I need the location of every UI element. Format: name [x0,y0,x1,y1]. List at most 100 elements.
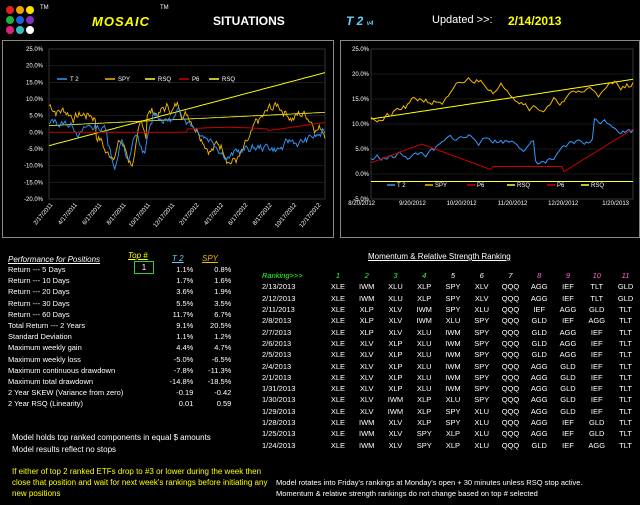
ranking-note-2: Momentum & relative strength rankings do… [276,489,538,498]
ranking-etf: XLP [417,395,432,405]
ranking-etf: AGG [559,305,577,315]
ranking-etf: XLU [416,327,432,337]
metric-t2-value: 3.6% [176,287,194,297]
ranking-row: 2/8/2013 XLE XLP XLV IWM XLU SPY QQQ GLD IEF AGG TL… [262,315,640,326]
ranking-etf: TLT [619,305,632,315]
ranking-row: 2/11/2013 XLE XLP XLV IWM SPY XLU QQQ IEF AGG GLD T… [262,304,640,315]
ranking-etf: XLV [359,350,374,360]
performance-row: Return --- 60 Days 11.7% 6.7% [8,309,231,320]
ranking-etf: XLE [330,293,346,303]
rank-header: 8 [537,271,542,281]
ranking-date: 1/30/2013 [262,395,296,405]
metric-label: Standard Deviation [8,332,72,342]
top-number-input[interactable]: 1 [134,261,154,274]
metric-label: Maximum weekly gain [8,343,82,353]
legend-label: T 2 [70,77,79,83]
performance-row: Return --- 30 Days 5.5% 3.5% [8,298,231,309]
ranking-etf: TLT [619,440,632,450]
ranking-etf: XLE [330,406,346,416]
ranking-etf: XLE [330,282,346,292]
ranking-etf: XLE [330,305,346,315]
ranking-row: 1/29/2013 XLE XLV IWM XLP SPY XLU QQQ AGG GLD IEF T… [262,406,640,417]
metric-spy-value: -11.3% [208,365,232,375]
ranking-date: 1/29/2013 [262,406,296,416]
ranking-etf: AGG [588,440,606,450]
metric-label: 2 Year SKEW (Variance from zero) [8,388,124,398]
ranking-etf: AGG [530,395,548,405]
ranking-etf: AGG [559,338,577,348]
ranking-etf: XLU [416,338,432,348]
ranking-etf: XLV [388,429,403,439]
x-tick-label: 8/20/2012 [348,201,375,207]
ranking-etf: XLE [330,372,346,382]
ranking-etf: IWM [387,395,404,405]
ranking-etf: XLP [359,316,374,326]
ranking-date: 2/12/2013 [262,293,296,303]
metric-spy-value: -0.42 [214,388,232,398]
ranking-etf: XLE [330,361,346,371]
x-tick-label: 12/17/2012 [299,202,323,229]
metric-t2-value: 4.4% [176,343,194,353]
ranking-etf: TLT [619,406,632,416]
series-t2 [48,107,326,171]
performance-row: Maximum weekly loss -5.0% -6.5% [8,354,231,365]
ranking-row: 1/24/2013 XLE IWM XLV SPY XLP XLU QQQ GLD IEF AGG T… [262,439,640,450]
ranking-etf: SPY [445,305,461,315]
ranking-row: 1/30/2013 XLE XLV IWM XLP XLU SPY QQQ AGG GLD IEF T… [262,394,640,405]
series-t2 [370,117,634,165]
ranking-etf: GLD [589,418,605,427]
legend-label: P6 [192,77,200,83]
ranking-etf: IEF [590,395,603,405]
model-note-1: Model holds top ranked components in equ… [12,433,211,442]
ranking-etf: IEF [562,418,574,427]
x-tick-label: 10/17/2012 [274,202,298,229]
metric-spy-value: 1.9% [214,287,232,297]
ranking-etf: IWM [445,361,461,371]
ranking-header-label: Ranking>>> [262,271,303,281]
performance-row: Maximum weekly gain 4.4% 4.7% [8,342,231,353]
ranking-etf: SPY [474,327,490,337]
legend-label: T 2 [397,183,406,189]
performance-row: Total Return --- 2 Years 9.1% 20.5% [8,320,231,331]
ranking-etf: XLU [388,293,403,303]
model-title: T 2 v4 [346,14,374,28]
ranking-date: 2/4/2013 [262,361,292,371]
ranking-etf: GLD [617,282,634,292]
legend-label: P6 [557,183,565,189]
ranking-etf: XLP [445,429,461,439]
y-tick-label: 15.0% [352,97,370,103]
ranking-etf: IEF [590,338,603,348]
ranking-etf: IEF [590,361,603,371]
ranking-etf: XLV [359,406,374,416]
ranking-etf: XLE [330,440,346,450]
y-tick-label: 10.0% [26,97,44,103]
ranking-etf: XLP [388,350,403,360]
ranking-etf: XLE [330,350,346,360]
ranking-etf: QQQ [501,316,520,326]
metric-spy-value: 20.5% [210,321,232,331]
metric-label: Maximum weekly loss [8,354,81,364]
trend-line [370,78,634,120]
ranking-etf: XLP [388,338,403,348]
ranking-etf: TLT [619,316,632,326]
left-performance-chart: 25.0% 20.0% 15.0% 10.0% 5.0% 0.0% -5.0% -10.0% -… [24,47,326,229]
updated-date: 2/14/2013 [508,14,562,28]
ranking-etf: XLP [388,372,403,382]
ranking-row: 2/12/2013 XLE IWM XLU XLP SPY XLV QQQ AGG IEF TLT G… [262,293,640,304]
y-tick-label: -5.0% [353,197,369,203]
ranking-etf: GLD [560,372,576,382]
rank-header: 3 [393,271,398,281]
performance-row: 2 Year SKEW (Variance from zero) -0.19 -0.… [8,387,231,398]
ranking-etf: QQQ [501,418,520,427]
right-performance-chart: 25.0% 20.0% 15.0% 10.0% 5.0% 0.0% -5.0%8/20/20… [348,47,634,207]
ranking-etf: IEF [590,327,603,337]
ranking-etf: XLP [417,282,432,292]
ranking-row: 2/7/2013 XLE XLP XLV XLU IWM SPY QQQ GLD AGG IEF TL… [262,326,640,337]
ranking-etf: XLV [359,361,374,371]
ranking-etf: GLD [531,440,547,450]
ranking-etf: AGG [530,293,548,303]
ranking-etf: SPY [474,395,490,405]
ranking-etf: SPY [474,372,490,382]
x-tick-label: 8/17/2011 [106,202,128,226]
ranking-table: Ranking>>> 1 2 3 4 5 6 7 8 9 10 11 2/13/2013 XLE IWM X… [262,270,640,451]
